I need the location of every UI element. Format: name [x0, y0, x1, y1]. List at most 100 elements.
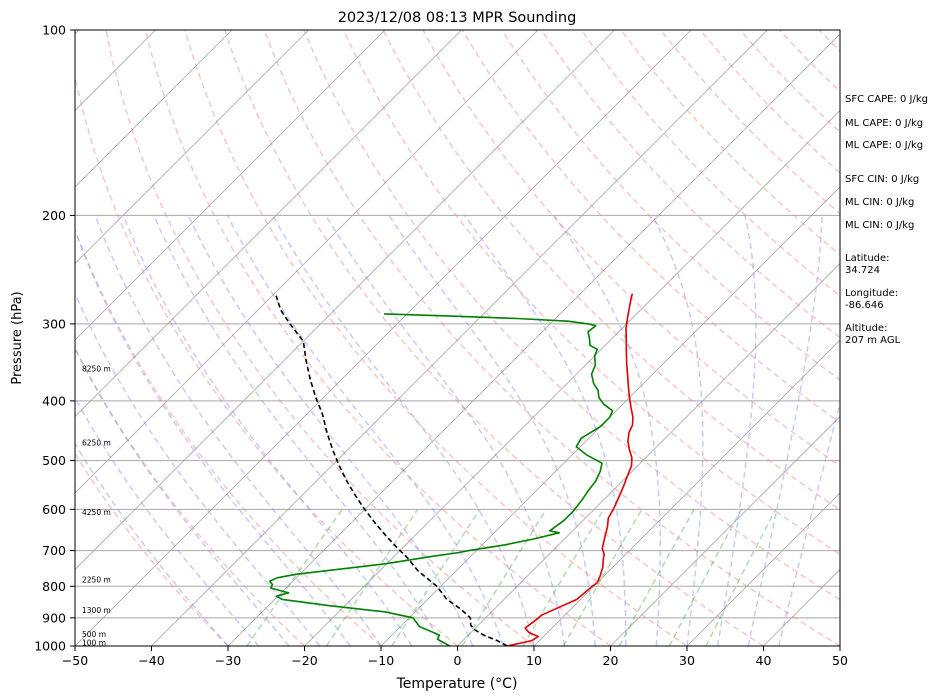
dry-adiabat — [422, 30, 840, 467]
x-tick-label: 20 — [603, 653, 619, 668]
isotherm-line — [75, 30, 539, 494]
x-tick-label: −40 — [138, 653, 164, 668]
height-label: 4250 m — [82, 508, 111, 517]
y-axis-ticks: 100 200 300 400 500 600 700 800 900 1000 — [34, 23, 75, 654]
mixing-ratio-line — [325, 508, 419, 646]
height-label: 8250 m — [82, 364, 111, 373]
isotherm-line — [75, 30, 233, 188]
index-line: ML CIN: 0 J/kg — [845, 197, 914, 208]
index-line: SFC CIN: 0 J/kg — [845, 174, 919, 185]
isotherm-line — [75, 30, 692, 646]
y-axis-label: Pressure (hPa) — [10, 291, 25, 384]
x-axis-ticks: −50 −40 −30 −20 −10 0 10 20 30 40 50 — [62, 646, 848, 668]
isotherm-line — [304, 109, 840, 646]
y-tick-label: 700 — [42, 543, 66, 558]
dry-adiabat — [660, 30, 840, 215]
y-tick-label: 200 — [42, 208, 66, 223]
moist-adiabat — [187, 215, 474, 646]
height-label: 6250 m — [82, 438, 111, 447]
y-tick-label: 400 — [42, 393, 66, 408]
moist-adiabat — [553, 214, 661, 646]
moist-adiabats — [75, 214, 840, 646]
moist-adiabat — [226, 215, 505, 646]
dry-adiabat — [263, 30, 840, 646]
dry-adiabat — [620, 30, 840, 256]
x-tick-label: 0 — [454, 653, 462, 668]
series-line-2 — [275, 295, 508, 646]
moist-adiabat — [75, 442, 229, 646]
moist-adiabat — [75, 291, 321, 646]
height-label: 1300 m — [82, 606, 111, 615]
x-tick-label: 10 — [526, 653, 542, 668]
moist-adiabat — [716, 215, 757, 646]
isobar-gridlines — [75, 30, 840, 646]
y-tick-label: 100 — [42, 23, 66, 38]
isotherm-line — [380, 186, 840, 646]
dry-adiabats — [75, 30, 840, 646]
y-tick-label: 600 — [42, 502, 66, 517]
latitude-value: 34.724 — [845, 265, 880, 276]
longitude-value: -86.646 — [845, 300, 884, 311]
index-line: ML CIN: 0 J/kg — [845, 220, 914, 231]
index-line: SFC CAPE: 0 J/kg — [845, 94, 928, 105]
isotherm-line — [457, 262, 840, 646]
isotherm-line — [610, 415, 840, 646]
height-label: 2250 m — [82, 576, 111, 585]
y-tick-label: 900 — [42, 610, 66, 625]
moist-adiabat — [388, 214, 596, 646]
sounding-traces — [269, 293, 634, 646]
isotherm-line — [0, 30, 3, 646]
dry-adiabat — [223, 30, 764, 646]
latitude-label: Latitude: — [845, 253, 890, 264]
moist-adiabat — [651, 215, 704, 646]
mixing-ratio-line — [618, 508, 695, 646]
skewed-isotherms — [0, 30, 840, 646]
moist-adiabat — [75, 228, 351, 646]
isotherm-line — [75, 30, 309, 265]
mixing-ratio-line — [391, 508, 481, 646]
y-tick-label: 500 — [42, 453, 66, 468]
mixing-ratio-line — [705, 508, 777, 646]
index-line: ML CAPE: 0 J/kg — [845, 118, 923, 129]
series-line-0 — [507, 293, 634, 646]
moist-adiabat — [122, 215, 413, 646]
index-line: ML CAPE: 0 J/kg — [845, 140, 923, 151]
mixing-ratio-line — [461, 508, 547, 646]
dry-adiabat — [184, 30, 688, 646]
dry-adiabat — [541, 30, 840, 339]
x-tick-label: −10 — [368, 653, 394, 668]
height-label: 100 m — [82, 638, 106, 647]
x-tick-label: 30 — [679, 653, 695, 668]
plot-frame — [74, 29, 841, 647]
mixing-ratio-line — [668, 508, 742, 646]
thermo-indices: SFC CAPE: 0 J/kg ML CAPE: 0 J/kg ML CAPE… — [845, 94, 928, 231]
mixing-ratio-lines — [246, 508, 777, 646]
mixing-ratio-line — [522, 508, 605, 646]
x-tick-label: −50 — [62, 653, 88, 668]
altitude-value: 207 m AGL — [845, 335, 901, 346]
mixing-ratio-line — [246, 508, 343, 646]
moist-adiabat — [325, 215, 566, 646]
altitude-label: Altitude: — [845, 323, 887, 334]
y-tick-label: 1000 — [34, 639, 66, 654]
x-tick-label: −30 — [215, 653, 241, 668]
height-label: 500 m — [82, 630, 106, 639]
moist-adiabat — [778, 400, 840, 646]
x-axis-label: Temperature (°C) — [396, 676, 518, 692]
moist-adiabat — [94, 215, 382, 646]
isotherm-line — [75, 30, 462, 418]
dry-adiabat — [105, 30, 535, 646]
dry-adiabat — [75, 73, 458, 646]
dry-adiabat — [75, 228, 382, 646]
series-line-1 — [269, 313, 614, 646]
isotherm-line — [533, 339, 840, 646]
moist-adiabat — [75, 396, 260, 646]
y-tick-label: 800 — [42, 579, 66, 594]
x-tick-label: 50 — [832, 653, 848, 668]
isotherm-line — [151, 30, 768, 646]
dry-adiabat — [461, 30, 840, 424]
isotherm-line — [227, 33, 840, 646]
x-tick-label: 40 — [756, 653, 772, 668]
moist-adiabat — [271, 215, 535, 646]
